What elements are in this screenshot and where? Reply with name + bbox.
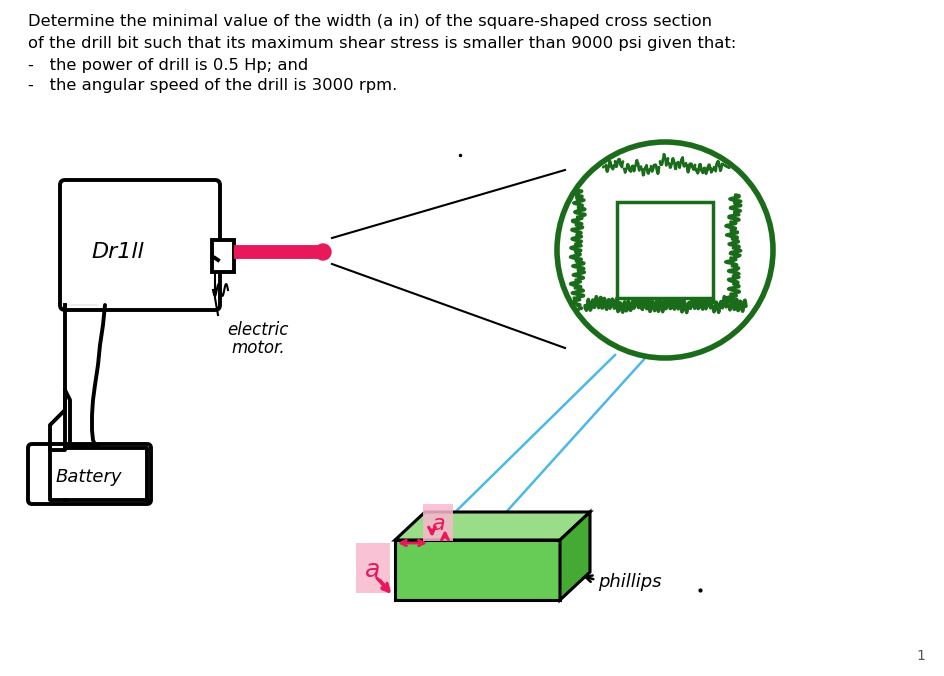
Text: 1: 1 [916, 649, 925, 663]
Polygon shape [395, 512, 590, 540]
Text: Battery: Battery [56, 468, 123, 486]
FancyBboxPatch shape [60, 180, 220, 310]
FancyBboxPatch shape [28, 444, 151, 504]
Text: phillips: phillips [598, 573, 662, 591]
Text: of the drill bit such that its maximum shear stress is smaller than 9000 psi giv: of the drill bit such that its maximum s… [28, 36, 736, 51]
Text: -   the angular speed of the drill is 3000 rpm.: - the angular speed of the drill is 3000… [28, 78, 397, 93]
Bar [617, 202, 713, 298]
Bar [212, 240, 234, 272]
Text: a: a [431, 514, 445, 534]
Text: a: a [365, 558, 380, 582]
Circle shape [315, 244, 331, 260]
FancyBboxPatch shape [356, 543, 390, 593]
Text: electric: electric [228, 321, 289, 339]
Text: Dr1ll: Dr1ll [92, 242, 144, 262]
Text: motor.: motor. [231, 339, 285, 357]
Circle shape [557, 142, 773, 358]
Text: Determine the minimal value of the width (a in) of the square-shaped cross secti: Determine the minimal value of the width… [28, 14, 712, 29]
Text: -   the power of drill is 0.5 Hp; and: - the power of drill is 0.5 Hp; and [28, 58, 309, 73]
Polygon shape [395, 540, 560, 600]
Polygon shape [560, 512, 590, 600]
FancyBboxPatch shape [423, 504, 453, 541]
